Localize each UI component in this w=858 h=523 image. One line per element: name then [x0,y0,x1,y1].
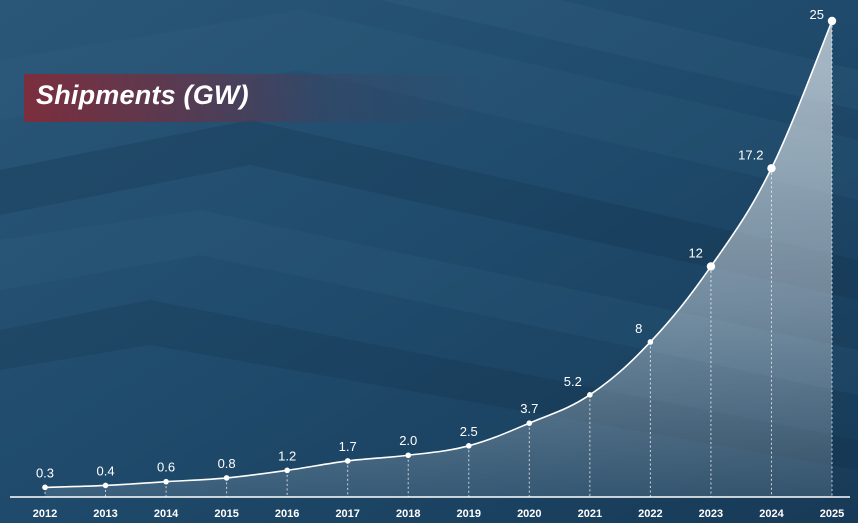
data-point-2016 [284,467,290,474]
data-point-2022 [647,339,654,345]
data-point-2013 [102,482,109,489]
x-tick-label-2018: 2018 [396,508,420,520]
data-labels: 0.3 0.4 0.6 0.8 1.2 1.7 2.0 2.5 3.7 5.2 8 12 17.2 25 [36,7,824,480]
chart-title: Shipments (GW) [36,80,249,110]
x-tick-label-2023: 2023 [699,508,723,520]
data-point-2025 [827,16,837,26]
data-label-2018: 2.0 [399,433,417,448]
guide-lines [44,21,833,497]
data-label-2020: 3.7 [520,401,538,416]
data-point-2017 [344,458,351,464]
data-point-2014 [163,478,169,485]
data-point-2018 [405,452,412,459]
x-tick-label-2015: 2015 [214,508,238,520]
data-point-2015 [223,475,230,481]
data-label-2012: 0.3 [36,465,54,480]
x-tick-label-2021: 2021 [578,508,602,520]
x-tick-label-2022: 2022 [638,508,662,520]
data-label-2013: 0.4 [96,463,114,478]
data-label-2015: 0.8 [218,456,236,471]
area-fill-layer [45,21,832,497]
x-tick-label-2012: 2012 [33,508,57,520]
data-label-2021: 5.2 [564,374,582,389]
series-area [45,21,832,497]
data-label-2019: 2.5 [460,424,478,439]
x-tick-label-2020: 2020 [517,508,541,520]
x-tick-label-2014: 2014 [154,508,179,520]
x-tick-labels: 2012 2013 2014 2015 2016 2017 2018 2019 2020 2021… [33,508,844,520]
x-tick-label-2024: 2024 [759,508,784,520]
x-tick-label-2017: 2017 [335,508,359,520]
data-label-2016: 1.2 [278,448,296,463]
data-point-2023 [706,262,716,271]
data-label-2025: 25 [810,7,824,22]
data-point-2024 [767,164,776,173]
data-point-2012 [42,484,48,491]
data-label-2014: 0.6 [157,460,175,475]
data-point-2020 [526,420,533,426]
data-label-2024: 17.2 [738,147,763,162]
data-point-2019 [465,443,472,449]
x-tick-label-2016: 2016 [275,508,299,520]
data-label-2022: 8 [635,321,642,336]
data-point-2021 [587,392,593,398]
data-points [42,16,837,491]
x-tick-label-2019: 2019 [457,508,481,520]
data-label-2023: 12 [688,245,702,260]
series-line-layer [44,20,833,489]
x-tick-label-2013: 2013 [93,508,117,520]
x-tick-label-2025: 2025 [820,508,844,520]
title-band [24,74,484,122]
series-line [44,20,833,489]
data-label-2017: 1.7 [339,439,357,454]
